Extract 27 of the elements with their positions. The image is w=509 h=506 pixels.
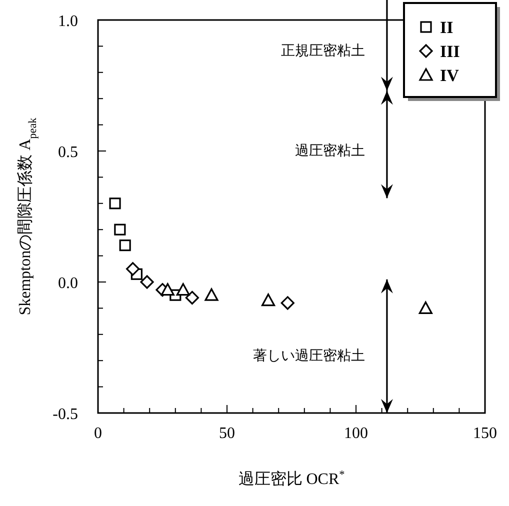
annotation: 正規圧密粘土: [280, 43, 365, 59]
legend-label: III: [440, 42, 460, 61]
y-tick-label: 0.0: [58, 275, 78, 292]
legend-label: IV: [440, 66, 460, 85]
point: [140, 275, 154, 289]
annotation: 著しい過圧密粘土: [252, 348, 365, 364]
point: [185, 290, 199, 305]
x-tick-label: 150: [473, 425, 497, 442]
point: [109, 198, 121, 210]
y-tick-label: 1.0: [58, 13, 78, 30]
y-tick-label: -0.5: [52, 406, 78, 423]
x-axis-title: 過圧密比 OCR$^{*}$: [238, 469, 346, 488]
point: [280, 296, 294, 310]
legend-label: II: [440, 18, 454, 37]
y-tick-label: 0.5: [58, 144, 78, 161]
point: [160, 283, 174, 296]
point: [418, 301, 432, 314]
point: [204, 288, 218, 301]
point: [114, 224, 126, 236]
point: [126, 262, 140, 276]
x-tick-label: 100: [344, 425, 368, 442]
x-tick-label: 0: [94, 425, 102, 442]
point: [261, 294, 276, 306]
point: [119, 240, 131, 252]
point: [176, 283, 190, 296]
annotation: 過圧密粘土: [294, 143, 365, 159]
x-tick-label: 50: [219, 425, 235, 442]
